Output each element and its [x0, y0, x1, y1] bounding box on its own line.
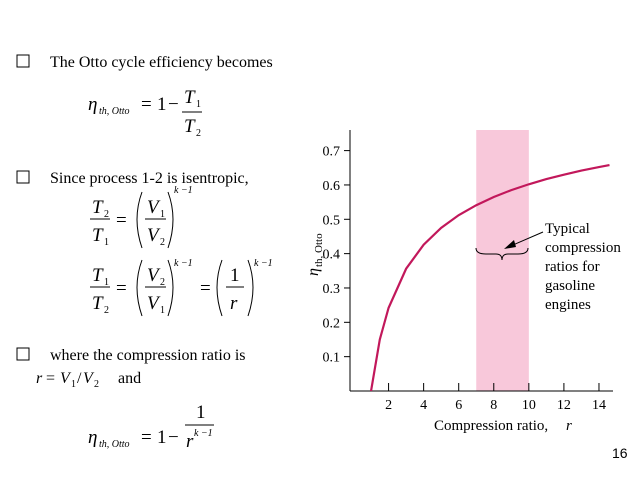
symbol: V — [147, 265, 161, 286]
symbol: − — [168, 427, 179, 448]
subscript: 1 — [104, 277, 109, 288]
equation: η th, Otto = 1 − 1 r k −1 — [88, 402, 214, 452]
subscript: 2 — [94, 379, 99, 390]
word: and — [118, 370, 141, 387]
exponent: k −1 — [254, 258, 273, 269]
symbol: 1 — [157, 427, 167, 448]
annotation: compression — [545, 240, 621, 256]
equation: T 2 T 1 = V 1 V 2 k −1 — [90, 185, 193, 249]
page-number: 16 — [612, 445, 628, 461]
subscript: th, Otto — [99, 106, 130, 117]
symbol: = — [141, 427, 152, 448]
equation: T 1 T 2 = V 2 V 1 k −1 = 1 r k −1 — [90, 258, 273, 317]
y-tick-label: 0.6 — [323, 179, 341, 194]
symbol: V — [83, 370, 95, 387]
x-tick-label: 10 — [522, 398, 536, 413]
y-label-symbol: η — [305, 268, 322, 276]
symbol: T — [92, 225, 104, 246]
data-line — [369, 163, 610, 392]
equation: η th, Otto = 1 − T 1 T 2 — [88, 87, 202, 139]
symbol: 1 — [157, 94, 167, 115]
y-tick-label: 0.5 — [323, 213, 341, 228]
exponent: k −1 — [174, 185, 193, 196]
symbol: T — [92, 293, 104, 314]
symbol: r — [186, 431, 194, 452]
symbol: 1 — [230, 265, 240, 286]
symbol: r — [36, 370, 43, 387]
symbol: = — [200, 278, 211, 299]
bullet-boxes — [16, 54, 30, 361]
symbol: T — [92, 197, 104, 218]
symbol: / — [77, 370, 82, 387]
y-tick-label: 0.7 — [323, 145, 341, 160]
y-tick-label: 0.2 — [323, 316, 341, 331]
y-tick-label: 0.1 — [323, 351, 341, 366]
symbol: T — [184, 116, 196, 137]
x-tick-label: 12 — [557, 398, 571, 413]
symbol: = — [116, 278, 127, 299]
annotation: ratios for — [545, 259, 600, 275]
subscript: 1 — [71, 379, 76, 390]
bullet: The Otto cycle efficiency becomes — [50, 54, 273, 71]
annotation: gasoline — [545, 278, 595, 294]
x-axis-label: r — [566, 418, 572, 434]
subscript: 2 — [160, 277, 165, 288]
subscript: 1 — [160, 305, 165, 316]
bullet: Since process 1-2 is isentropic, — [50, 170, 249, 187]
symbol: V — [60, 370, 72, 387]
x-axis-label: Compression ratio, — [434, 418, 548, 434]
x-tick-label: 2 — [385, 398, 392, 413]
annotation-pointer — [475, 231, 544, 261]
x-tick-label: 6 — [455, 398, 462, 413]
symbol: = — [46, 370, 55, 387]
exponent: k −1 — [194, 428, 213, 439]
symbol: T — [184, 87, 196, 108]
y-tick-label: 0.4 — [323, 248, 341, 263]
symbol: η — [88, 427, 97, 448]
annotation: Typical — [545, 221, 590, 237]
y-tick-label: 0.3 — [323, 282, 341, 297]
subscript: 2 — [104, 209, 109, 220]
subscript: 1 — [104, 237, 109, 248]
x-tick-label: 8 — [490, 398, 497, 413]
y-axis-label: η th, Otto — [305, 233, 325, 276]
definition: r = V 1 / V 2 and — [36, 370, 141, 390]
symbol: η — [88, 94, 97, 115]
symbol: 1 — [196, 402, 206, 423]
symbol: V — [147, 197, 161, 218]
symbol: = — [141, 94, 152, 115]
symbol: − — [168, 94, 179, 115]
bullet: where the compression ratio is — [50, 347, 246, 364]
x-tick-label: 14 — [592, 398, 606, 413]
symbol: = — [116, 210, 127, 231]
symbol: V — [147, 293, 161, 314]
subscript: 2 — [196, 128, 201, 139]
x-tick-label: 4 — [420, 398, 427, 413]
subscript: th, Otto — [99, 439, 130, 450]
symbol: r — [230, 293, 238, 314]
shaded-range — [476, 130, 529, 391]
subscript: 1 — [196, 99, 201, 110]
subscript: 2 — [104, 305, 109, 316]
symbol: T — [92, 265, 104, 286]
exponent: k −1 — [174, 258, 193, 269]
subscript: 2 — [160, 237, 165, 248]
chart: η th, Otto Compression ratio, r 0.1 0.2 0.… — [305, 130, 621, 434]
symbol: V — [147, 225, 161, 246]
y-label-sub: th, Otto — [313, 233, 325, 267]
subscript: 1 — [160, 209, 165, 220]
annotation: engines — [545, 297, 591, 313]
